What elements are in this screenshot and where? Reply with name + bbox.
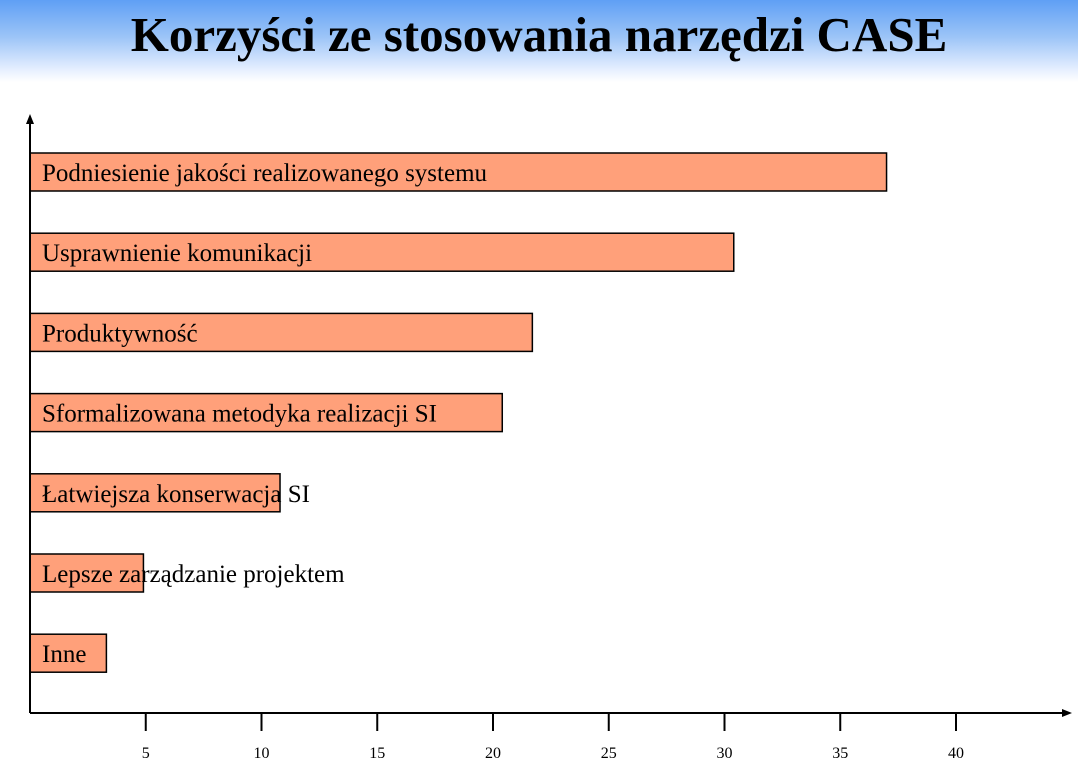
bar [29, 553, 145, 593]
bar [29, 152, 888, 192]
bar-label: Inne [42, 641, 86, 668]
bar [29, 473, 281, 513]
bar [29, 392, 504, 433]
bar-label: Łatwiejsza konserwacja SI [42, 481, 310, 508]
bar-label: Usprawnienie komunikacji [42, 240, 312, 267]
y-axis-arrow [26, 114, 34, 124]
x-tick-label: 15 [369, 745, 385, 762]
x-tick-label: 35 [832, 745, 848, 762]
x-tick-label: 40 [948, 745, 964, 762]
x-tick-label: 30 [717, 745, 733, 762]
bar-label: Podniesienie jakości realizowanego syste… [42, 160, 488, 187]
x-tick-label: 5 [142, 745, 150, 762]
bar [29, 312, 534, 353]
x-tick-label: 25 [601, 745, 617, 762]
bar-label: Lepsze zarządzanie projektem [42, 561, 345, 588]
page-title: Korzyści ze stosowania narzędzi CASE [130, 7, 948, 62]
title-band [0, 0, 1078, 82]
bar [29, 633, 108, 673]
bar-label: Sformalizowana metodyka realizacji SI [42, 401, 437, 428]
x-axis-arrow [1062, 709, 1072, 717]
x-tick-label: 20 [485, 745, 501, 762]
x-tick-label: 10 [254, 745, 270, 762]
bar-label: Produktywność [42, 320, 198, 347]
